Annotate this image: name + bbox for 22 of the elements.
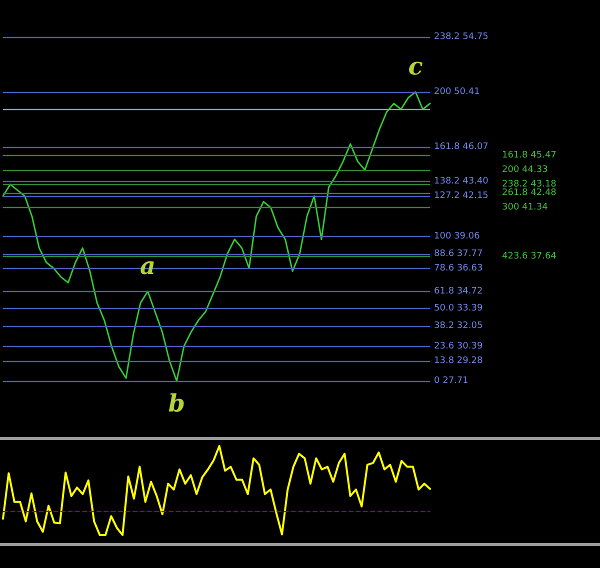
text: 423.6 37.64 (502, 252, 557, 262)
text: 78.6 36.63 (434, 263, 483, 274)
annotation: c (408, 51, 424, 80)
text: 200 44.33 (502, 164, 548, 175)
annotation: b (168, 388, 186, 418)
text: 38.2 32.05 (434, 321, 483, 332)
text: 127.2 42.15 (434, 190, 488, 201)
text: 161.8 45.47 (502, 150, 556, 161)
text: 50.0 33.39 (434, 304, 483, 314)
text: 238.2 43.18 (502, 179, 557, 190)
text: 13.8 29.28 (434, 356, 483, 366)
text: 23.6 30.39 (434, 341, 483, 352)
text: 138.2 43.40 (434, 176, 489, 187)
text: 0 27.71 (434, 376, 468, 386)
text: 300 41.34 (502, 202, 548, 213)
text: 161.8 46.07 (434, 142, 488, 152)
text: 100 39.06 (434, 231, 480, 242)
text: 238.2 54.75 (434, 32, 488, 42)
text: 200 50.41 (434, 86, 480, 97)
text: 261.8 42.48 (502, 188, 557, 198)
text: 61.8 34.72 (434, 286, 483, 296)
text: 88.6 37.77 (434, 248, 483, 259)
